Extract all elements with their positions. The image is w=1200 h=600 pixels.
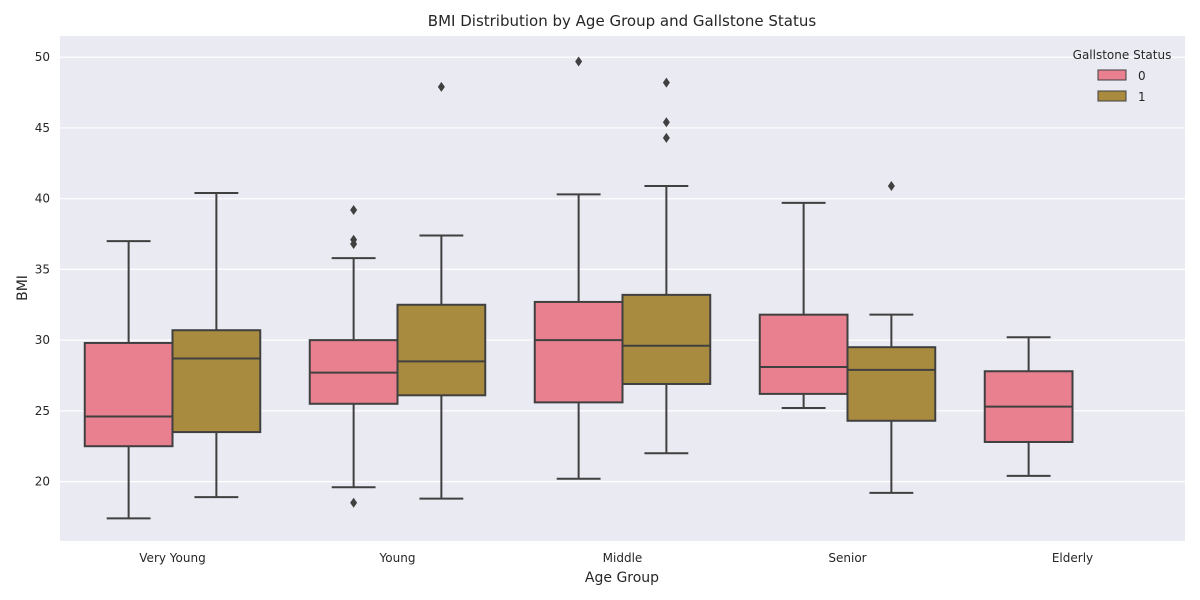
legend: Gallstone Status 0 1 xyxy=(1073,48,1172,104)
box-body xyxy=(83,341,174,448)
box-very-young-1 xyxy=(171,192,262,499)
x-tick-label: Very Young xyxy=(139,551,205,565)
x-tick-label: Middle xyxy=(603,551,643,565)
x-tick-label: Young xyxy=(379,551,416,565)
y-axis: 20 25 30 35 40 45 50 xyxy=(35,50,50,488)
y-tick-label: 40 xyxy=(35,192,50,206)
box-body xyxy=(621,293,712,385)
y-tick-label: 30 xyxy=(35,333,50,347)
outlier-point xyxy=(350,234,358,245)
outlier-point xyxy=(662,77,670,88)
box-body xyxy=(758,313,849,395)
y-tick-label: 35 xyxy=(35,262,50,276)
x-tick-label: Senior xyxy=(828,551,866,565)
y-axis-title: BMI xyxy=(15,275,31,301)
legend-swatch-0 xyxy=(1097,69,1127,81)
box-senior-1 xyxy=(846,180,937,494)
legend-swatch-1 xyxy=(1097,90,1127,102)
box-senior-0 xyxy=(758,201,849,410)
box-body xyxy=(396,303,487,397)
outlier-point xyxy=(887,180,895,191)
outlier-point xyxy=(662,117,670,128)
box-plots xyxy=(83,56,1074,520)
outlier-point xyxy=(437,81,445,92)
outlier-point xyxy=(575,56,583,67)
box-body xyxy=(846,346,937,422)
box-middle-1 xyxy=(621,77,712,455)
legend-title: Gallstone Status xyxy=(1073,48,1172,62)
y-tick-label: 20 xyxy=(35,475,50,489)
y-tick-label: 25 xyxy=(35,404,50,418)
x-axis-title: Age Group xyxy=(585,570,659,586)
box-very-young-0 xyxy=(83,240,174,520)
x-axis: Very Young Young Middle Senior Elderly xyxy=(139,551,1093,565)
y-tick-label: 45 xyxy=(35,121,50,135)
plot-background xyxy=(60,36,1185,541)
legend-label-0: 0 xyxy=(1138,69,1146,83)
chart-title: BMI Distribution by Age Group and Gallst… xyxy=(428,12,817,30)
outlier-point xyxy=(350,497,358,508)
box-body xyxy=(171,329,262,434)
outlier-point xyxy=(350,204,358,215)
box-young-0 xyxy=(308,204,399,508)
outlier-point xyxy=(662,132,670,143)
box-middle-0 xyxy=(533,56,624,480)
box-elderly-0 xyxy=(983,336,1074,477)
x-tick-label: Elderly xyxy=(1052,551,1093,565)
y-tick-label: 50 xyxy=(35,50,50,64)
legend-label-1: 1 xyxy=(1138,90,1146,104)
box-young-1 xyxy=(396,81,487,500)
box-body xyxy=(533,300,624,404)
